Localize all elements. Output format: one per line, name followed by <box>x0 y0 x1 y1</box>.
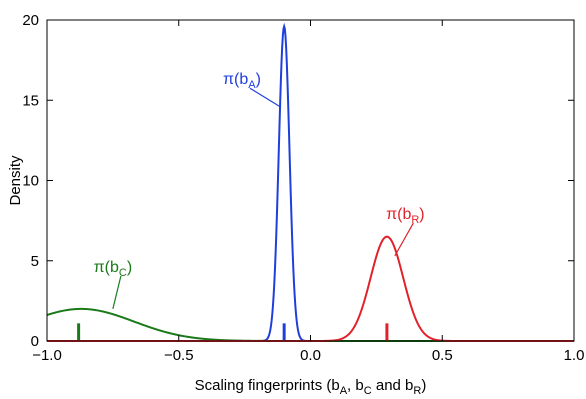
axis-ticks: −1.0 −0.5 0.0 0.5 1.0 0 5 10 15 20 <box>22 12 584 364</box>
plot-frame <box>46 19 575 342</box>
y-tick-label: 20 <box>22 12 39 29</box>
y-tick-label: 10 <box>22 173 39 190</box>
leader-line-a <box>249 87 281 108</box>
y-tick-label: 5 <box>31 253 39 270</box>
leader-line-c <box>112 275 122 310</box>
series-label-c: π(bC) <box>94 259 133 279</box>
x-tick-label: 0.5 <box>432 347 453 364</box>
series-annotations: π(bA) π(bC) π(bR) <box>94 71 425 310</box>
series-label-r: π(bR) <box>386 206 425 226</box>
density-curve-r <box>47 235 574 342</box>
y-tick-label: 15 <box>22 92 39 109</box>
x-tick-label: −1.0 <box>32 347 62 364</box>
y-tick-label: 0 <box>31 333 39 350</box>
plot-marks <box>46 22 574 342</box>
y-axis-label: Density <box>7 155 24 206</box>
density-curve-a <box>47 22 574 342</box>
x-tick-label: 1.0 <box>564 347 585 364</box>
leader-line-r <box>394 222 414 257</box>
x-tick-label: 0.0 <box>300 347 321 364</box>
series-label-a: π(bA) <box>223 71 261 91</box>
x-axis-label: Scaling fingerprints (bA, bC and bR) <box>195 377 427 397</box>
x-tick-label: −0.5 <box>164 347 194 364</box>
